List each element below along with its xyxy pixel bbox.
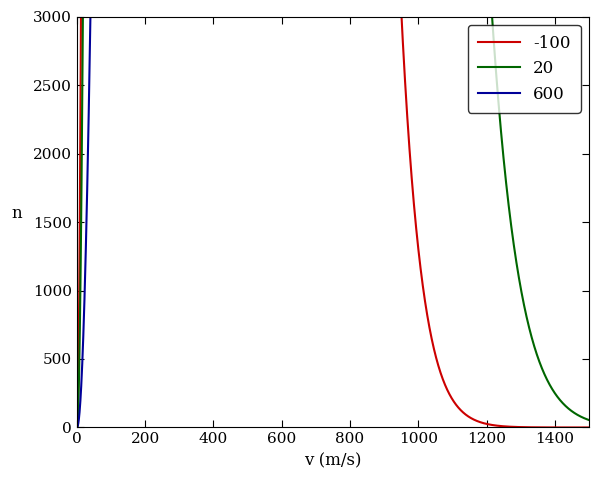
- -100: [520, 424, 527, 430]
- Line: -100: -100: [77, 0, 589, 428]
- 20: [575, 413, 583, 419]
- Line: 20: 20: [77, 0, 589, 428]
- 20: [585, 417, 592, 423]
- 20: [73, 425, 80, 431]
- 20: [520, 301, 527, 307]
- Line: 600: 600: [77, 0, 589, 428]
- Y-axis label: n: n: [11, 205, 22, 222]
- Legend: -100, 20, 600: -100, 20, 600: [468, 25, 581, 113]
- X-axis label: v (m/s): v (m/s): [304, 452, 362, 469]
- 600: [73, 425, 80, 431]
- -100: [575, 425, 583, 431]
- -100: [73, 425, 80, 431]
- -100: [585, 425, 592, 431]
